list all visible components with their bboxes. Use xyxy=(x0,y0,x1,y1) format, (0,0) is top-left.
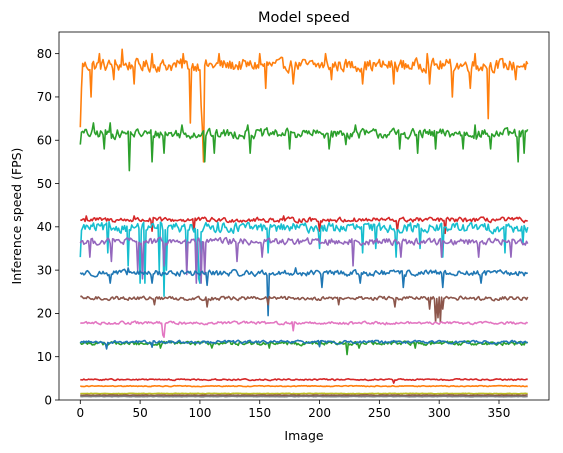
y-tick-label: 10 xyxy=(37,350,52,364)
y-axis: 0 10 20 30 40 50 60 70 80 xyxy=(37,47,59,407)
y-tick-label: 70 xyxy=(37,90,52,104)
x-axis: 0 50 100 150 200 250 300 350 xyxy=(76,400,510,420)
y-tick-label: 50 xyxy=(37,177,52,191)
series-line-7 xyxy=(80,295,529,323)
y-tick-label: 30 xyxy=(37,263,52,277)
series-line-2 xyxy=(79,122,529,172)
chart-title: Model speed xyxy=(258,10,350,26)
axes-frame xyxy=(58,31,550,401)
series-line-8 xyxy=(80,320,529,339)
x-tick-label: 100 xyxy=(188,406,211,420)
x-tick-label: 300 xyxy=(428,406,451,420)
x-tick-label: 350 xyxy=(488,406,511,420)
series-line-3 xyxy=(80,215,528,235)
x-tick-label: 150 xyxy=(248,406,271,420)
series-line-11 xyxy=(80,377,528,384)
series-line-12 xyxy=(79,384,528,388)
x-tick-label: 50 xyxy=(132,406,147,420)
series-line-14 xyxy=(80,394,528,397)
series-line-15 xyxy=(80,395,528,398)
y-tick-label: 40 xyxy=(37,220,52,234)
y-tick-label: 80 xyxy=(37,47,52,61)
series-line-6 xyxy=(79,267,528,317)
y-tick-label: 0 xyxy=(44,393,52,407)
x-axis-label: Image xyxy=(284,428,323,443)
series-layer xyxy=(79,48,529,398)
series-line-5 xyxy=(79,236,529,284)
y-axis-label: Inference speed (FPS) xyxy=(9,148,24,285)
series-line-10 xyxy=(79,339,528,350)
series-line-1 xyxy=(79,48,529,163)
x-tick-label: 250 xyxy=(368,406,391,420)
y-tick-label: 60 xyxy=(37,134,52,148)
series-line-13 xyxy=(80,392,528,395)
series-line-4 xyxy=(79,220,529,297)
y-tick-label: 20 xyxy=(37,307,52,321)
x-tick-label: 0 xyxy=(76,406,84,420)
x-tick-label: 200 xyxy=(308,406,331,420)
